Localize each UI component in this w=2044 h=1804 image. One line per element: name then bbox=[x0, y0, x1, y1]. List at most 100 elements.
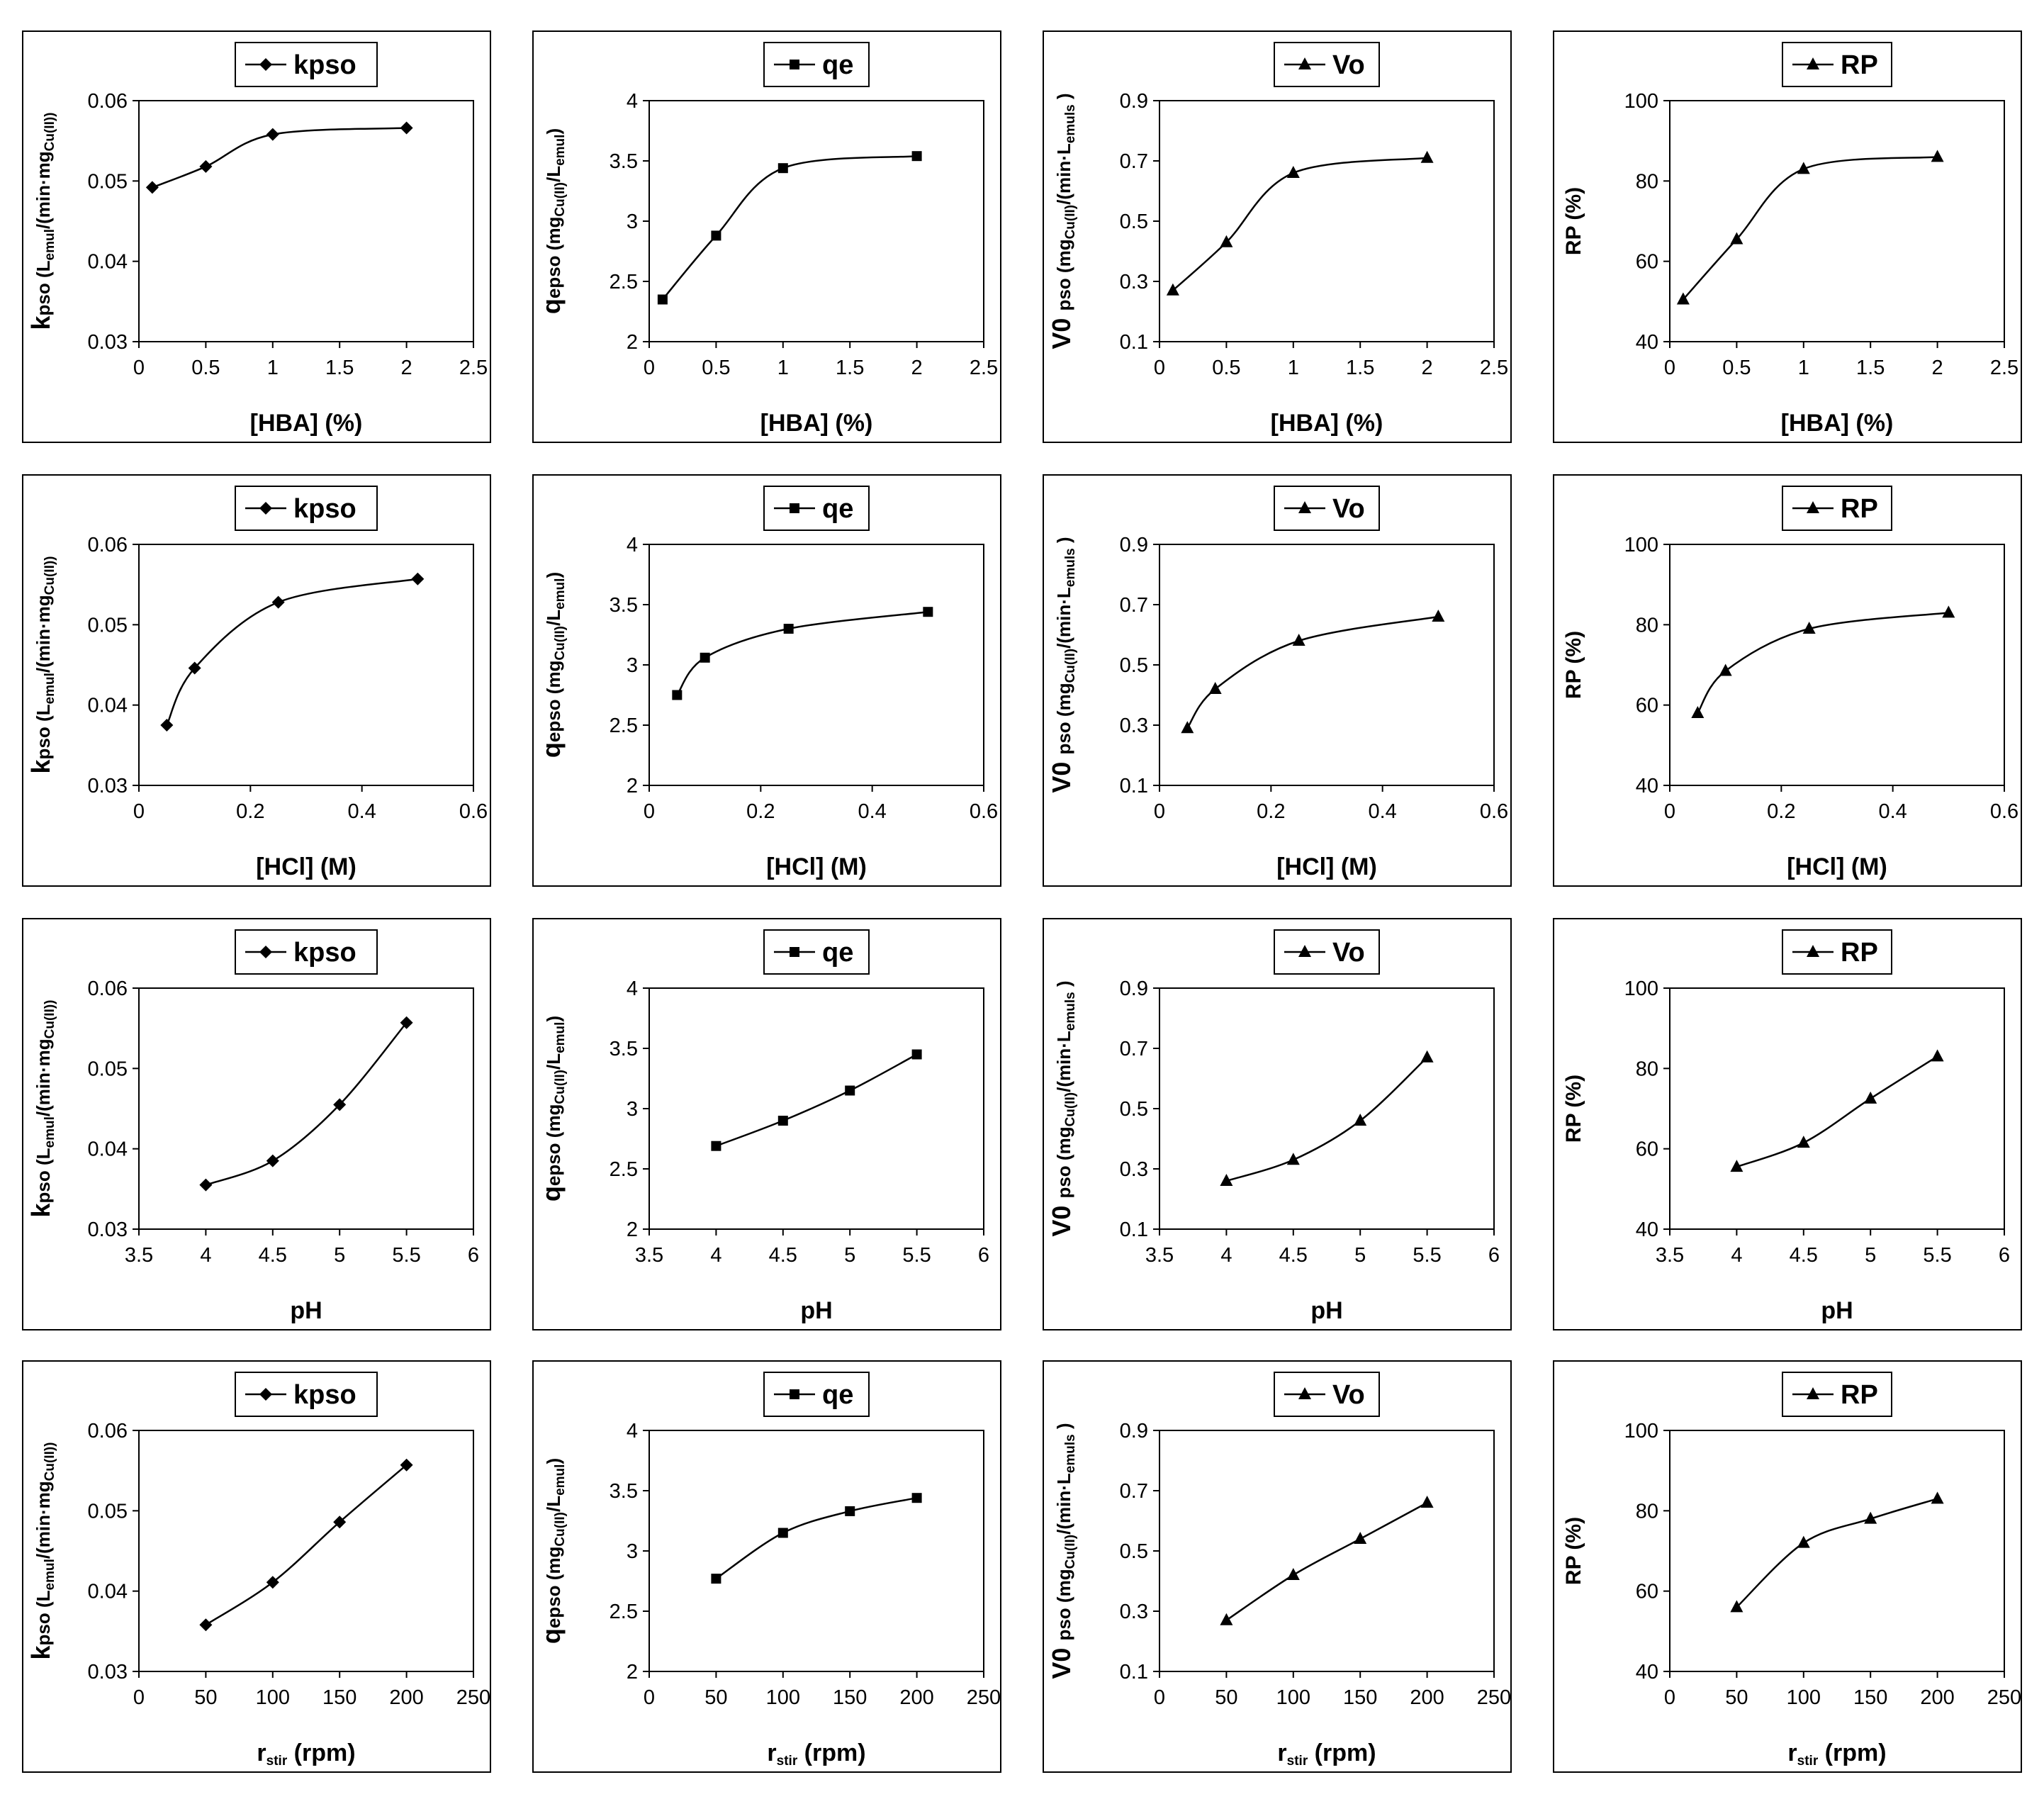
square-marker bbox=[845, 1085, 855, 1096]
panel-border bbox=[532, 1360, 1001, 1773]
diamond-marker bbox=[271, 595, 285, 609]
x-axis-label: [HCl] (M) bbox=[1787, 853, 1887, 880]
ylabel-part: Cu(II) bbox=[553, 626, 568, 661]
y-axis-label: RP (%) bbox=[1562, 1075, 1585, 1143]
x-tick-label: 150 bbox=[833, 1686, 867, 1709]
x-axis-label: rstir (rpm) bbox=[767, 1739, 865, 1769]
x-tick-label: 5 bbox=[334, 1244, 345, 1267]
y-tick-label: 100 bbox=[1624, 534, 1658, 556]
xlabel-part: r bbox=[1787, 1739, 1797, 1766]
y-tick-label: 100 bbox=[1624, 90, 1658, 113]
ylabel-part: Cu(II) bbox=[553, 182, 568, 217]
triangle-marker bbox=[1730, 232, 1743, 245]
x-tick-label: 2.5 bbox=[1990, 357, 2018, 379]
triangle-marker bbox=[1298, 57, 1311, 69]
y-axis-label: qepso (mgCu(II)/Lemul) bbox=[537, 1458, 568, 1644]
y-tick-label: 0.9 bbox=[1120, 90, 1148, 113]
chart-panel: 0 0.5 1 1.5 2 2.5 0.03 0.04 0.05 0.06 [HBA] (%) kps… bbox=[22, 30, 491, 443]
y-tick-label: 0.05 bbox=[88, 170, 128, 193]
ylabel-part: ) bbox=[1053, 537, 1074, 548]
x-axis-label: pH bbox=[800, 1297, 832, 1324]
y-tick-label: 0.3 bbox=[1120, 715, 1148, 737]
ylabel-part: /(min·L bbox=[1053, 143, 1074, 205]
ylabel-part: V0 bbox=[1047, 1641, 1076, 1679]
triangle-marker bbox=[1286, 166, 1300, 178]
triangle-marker bbox=[1420, 1050, 1434, 1063]
ylabel-part: ) bbox=[1053, 93, 1074, 104]
ylabel-part: q bbox=[537, 742, 566, 758]
ylabel-part: pso (L bbox=[33, 704, 54, 759]
x-tick-label: 0.2 bbox=[1257, 800, 1285, 823]
diamond-marker bbox=[199, 159, 213, 173]
square-marker bbox=[790, 503, 799, 513]
ylabel-part: emul bbox=[553, 135, 568, 166]
x-axis-label: [HCl] (M) bbox=[1276, 853, 1377, 880]
ylabel-part: pso (mg bbox=[1053, 683, 1074, 754]
ylabel-part: Cu(II) bbox=[1063, 1535, 1078, 1569]
x-tick-label: 0.4 bbox=[858, 800, 887, 823]
triangle-marker bbox=[1292, 634, 1305, 646]
ylabel-part: pso (mg bbox=[1053, 1569, 1074, 1640]
square-marker bbox=[777, 163, 788, 174]
triangle-marker bbox=[1298, 501, 1311, 513]
y-tick-label: 2.5 bbox=[610, 715, 638, 737]
triangle-marker bbox=[1220, 235, 1233, 247]
chart-panel: 0 50 100 150 200 250 2 2.5 3 3.5 4 rstir (rpm) qepso… bbox=[532, 1360, 1001, 1773]
square-marker bbox=[700, 652, 710, 663]
diamond-marker bbox=[411, 572, 425, 586]
triangle-marker bbox=[1420, 1496, 1434, 1508]
y-axis-label: kpso (Lemul/(min·mgCu(II)) bbox=[26, 556, 57, 773]
y-tick-label: 0.7 bbox=[1120, 1038, 1148, 1060]
square-marker bbox=[845, 1506, 855, 1516]
series-line bbox=[715, 1496, 917, 1580]
chart-panel: 0 50 100 150 200 250 0.03 0.04 0.05 0.06 rstir (rp… bbox=[22, 1360, 491, 1773]
ylabel-part: ) bbox=[543, 1458, 564, 1464]
xlabel-part: stir bbox=[1287, 1754, 1308, 1769]
xlabel-part: r bbox=[767, 1739, 776, 1766]
legend-label: Vo bbox=[1332, 1380, 1365, 1410]
ylabel-part: q bbox=[537, 1628, 566, 1644]
ylabel-part: emuls bbox=[1063, 1434, 1078, 1473]
square-marker bbox=[911, 1049, 922, 1060]
ylabel-part: emul bbox=[43, 1116, 57, 1148]
diamond-marker bbox=[145, 181, 159, 194]
legend-label: RP bbox=[1841, 50, 1878, 80]
legend-label: kpso bbox=[293, 1380, 356, 1410]
triangle-marker bbox=[1208, 682, 1222, 694]
x-tick-label: 2.5 bbox=[1480, 357, 1508, 379]
y-axis-label: V0 pso (mgCu(II)/(min·Lemuls ) bbox=[1047, 1423, 1078, 1679]
y-tick-label: 0.04 bbox=[88, 251, 128, 274]
triangle-marker bbox=[1691, 706, 1705, 718]
x-tick-label: 0.2 bbox=[746, 800, 775, 823]
diamond-marker bbox=[400, 1016, 413, 1029]
diamond-marker bbox=[199, 1618, 213, 1632]
plot-area bbox=[138, 100, 474, 342]
y-axis-label: qepso (mgCu(II)/Lemul) bbox=[537, 572, 568, 758]
y-tick-label: 40 bbox=[1636, 775, 1658, 797]
x-tick-label: 4.5 bbox=[1790, 1244, 1818, 1267]
series-line bbox=[205, 1021, 408, 1186]
x-tick-label: 4 bbox=[710, 1244, 721, 1267]
legend-label: qe bbox=[822, 50, 853, 80]
ylabel-part: Cu(II)) bbox=[43, 999, 57, 1038]
legend-label: RP bbox=[1841, 938, 1878, 968]
x-tick-label: 0 bbox=[1664, 1686, 1675, 1709]
ylabel-part: ) bbox=[1053, 980, 1074, 992]
x-tick-label: 5 bbox=[844, 1244, 855, 1267]
legend-label: qe bbox=[822, 1380, 853, 1410]
x-tick-label: 200 bbox=[389, 1686, 423, 1709]
x-tick-label: 1 bbox=[1288, 357, 1299, 379]
triangle-marker bbox=[1420, 150, 1434, 163]
y-axis-label: qepso (mgCu(II)/Lemul) bbox=[537, 1016, 568, 1201]
panel-border bbox=[22, 918, 491, 1330]
y-tick-label: 80 bbox=[1636, 170, 1658, 193]
x-tick-label: 1 bbox=[777, 357, 789, 379]
x-tick-label: 0 bbox=[1664, 800, 1675, 823]
x-tick-label: 4 bbox=[1731, 1244, 1742, 1267]
triangle-marker bbox=[1931, 150, 1944, 162]
triangle-marker bbox=[1298, 945, 1311, 957]
y-tick-label: 3 bbox=[627, 211, 638, 233]
triangle-marker bbox=[1730, 1160, 1743, 1172]
xlabel-part: (rpm) bbox=[797, 1739, 865, 1766]
y-tick-label: 100 bbox=[1624, 977, 1658, 1000]
